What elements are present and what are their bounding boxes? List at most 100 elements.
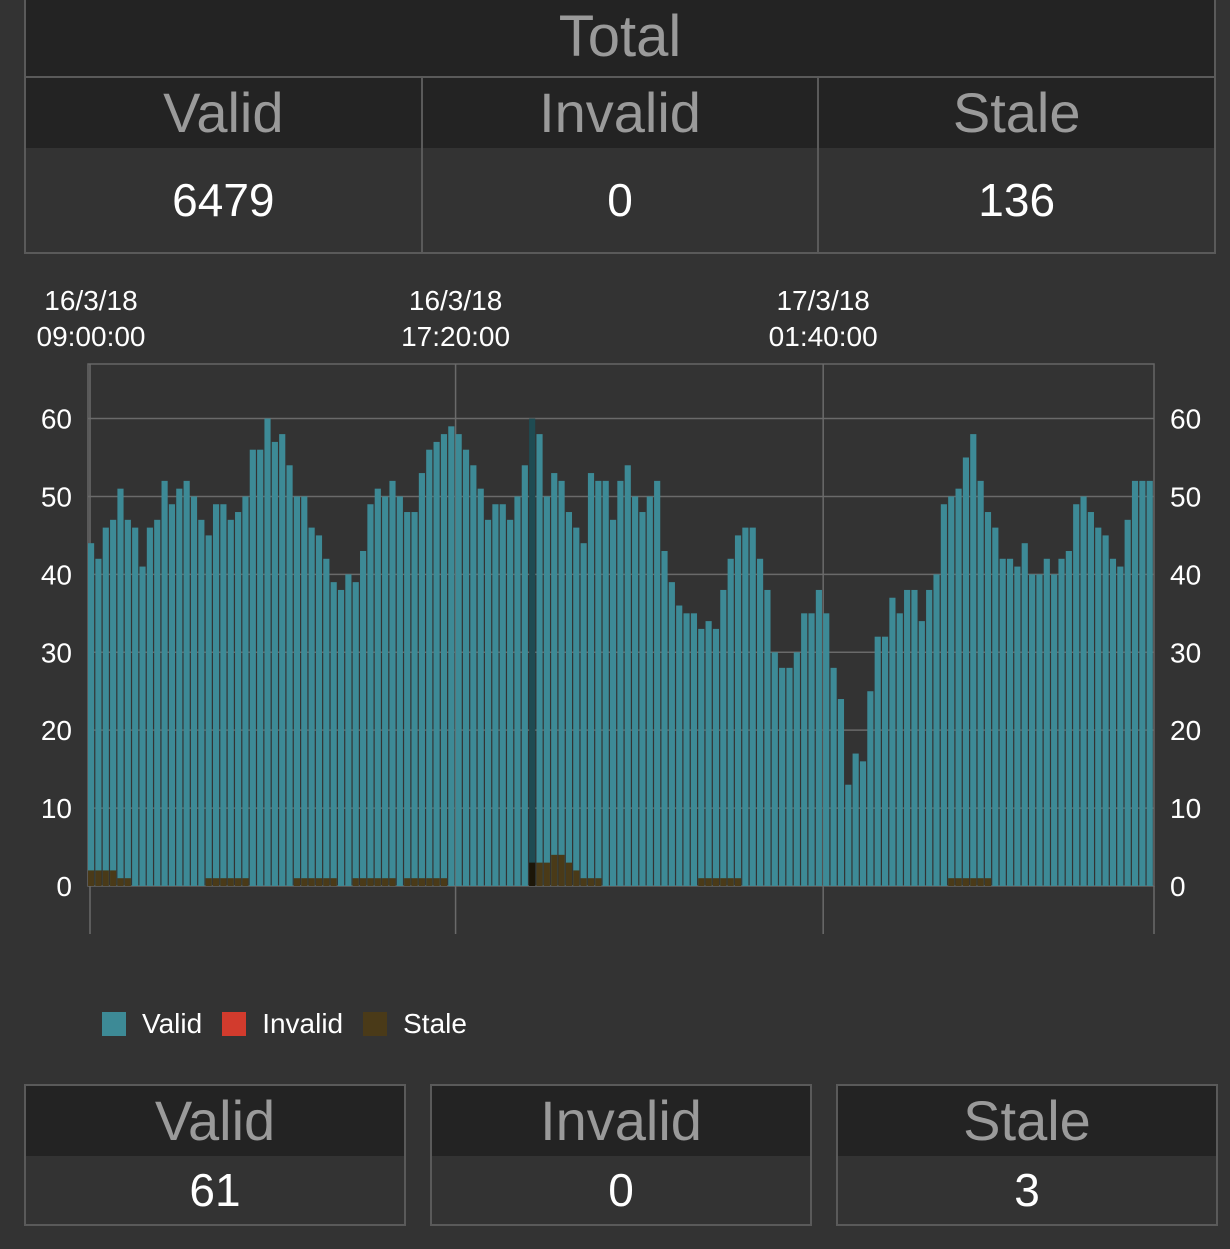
bar-valid — [426, 449, 433, 886]
bar-valid — [352, 582, 359, 886]
y-tick-label-left: 0 — [56, 871, 72, 902]
bar-stale — [705, 878, 712, 886]
y-tick-label-right: 0 — [1170, 871, 1186, 902]
bar-valid — [962, 457, 970, 886]
current-stale-label: Stale — [838, 1086, 1216, 1156]
bar-stale — [698, 878, 705, 886]
bar-valid — [470, 465, 477, 886]
chart-svg[interactable]: 0 0 10 10 20 20 30 30 40 40 50 50 60 60 16/3/18 09:00:0… — [0, 270, 1230, 960]
bar-valid — [102, 527, 109, 886]
bar-valid — [801, 613, 808, 886]
bar-stale — [227, 878, 234, 886]
bar-valid — [580, 543, 587, 886]
bar-stale — [212, 878, 220, 886]
bar-valid — [845, 784, 852, 886]
bar-stale — [558, 854, 565, 886]
bar-stale — [323, 878, 330, 886]
bar-valid — [1109, 558, 1117, 886]
bar-valid — [970, 434, 977, 886]
bar-valid — [793, 652, 800, 886]
shares-chart[interactable]: 0 0 10 10 20 20 30 30 40 40 50 50 60 60 16/3/18 09:00:0… — [0, 270, 1230, 960]
bar-valid — [1131, 480, 1139, 886]
bar-valid — [315, 535, 323, 886]
bar-valid — [1124, 519, 1131, 886]
bar-stale — [124, 878, 131, 886]
bar-valid — [992, 527, 999, 886]
bar-valid — [1080, 496, 1087, 886]
total-invalid-cell: Invalid 0 — [422, 78, 820, 254]
bar-stale — [962, 878, 970, 886]
legend-item-valid: Valid — [102, 1008, 202, 1040]
bar-valid — [507, 519, 514, 886]
bar-valid — [617, 480, 624, 886]
bar-stale — [948, 878, 955, 886]
bar-valid — [183, 480, 190, 886]
bar-stale — [418, 878, 425, 886]
bar-valid — [904, 589, 911, 886]
bar-valid — [712, 628, 720, 886]
legend-swatch-invalid — [222, 1012, 247, 1036]
bar-valid — [896, 613, 903, 886]
bar-valid — [455, 434, 462, 886]
bar-valid — [771, 652, 778, 886]
bar-valid — [1021, 543, 1028, 886]
bar-valid — [1139, 480, 1146, 886]
y-tick-label-left: 60 — [41, 404, 72, 435]
y-tick-label-left: 40 — [41, 559, 72, 590]
bar-valid — [279, 434, 286, 886]
bar-stale — [984, 878, 992, 886]
bar-stale — [330, 878, 337, 886]
bar-valid — [1006, 558, 1014, 886]
bar-valid — [918, 621, 925, 886]
bar-valid — [565, 512, 573, 886]
bar-valid — [720, 589, 727, 886]
bar-stale — [220, 878, 227, 886]
bar-valid — [382, 496, 389, 886]
bar-valid — [168, 504, 176, 886]
bar-valid — [257, 449, 264, 886]
bar-valid — [911, 589, 918, 886]
legend-item-stale: Stale — [363, 1008, 467, 1040]
bar-stale — [587, 878, 595, 886]
bar-valid — [1043, 558, 1050, 886]
bar-stale — [565, 862, 573, 886]
bar-valid — [330, 582, 337, 886]
bar-valid — [764, 589, 771, 886]
x-tick-label-time: 17:20:00 — [401, 321, 510, 352]
total-title: Total — [26, 0, 1214, 78]
bar-valid — [1029, 574, 1036, 886]
bar-valid — [676, 605, 683, 886]
bar-valid — [95, 558, 102, 886]
bar-valid — [1014, 566, 1021, 886]
bar-valid — [124, 519, 131, 886]
bar-stale — [95, 870, 102, 886]
bar-valid — [558, 480, 565, 886]
bar-valid — [404, 512, 411, 886]
current-stale-box: Stale 3 — [836, 1084, 1218, 1226]
bar-valid — [484, 519, 492, 886]
x-tick-label-date: 17/3/18 — [776, 285, 869, 316]
bar-valid — [411, 512, 418, 886]
bar-stale — [117, 878, 124, 886]
bar-stale — [205, 878, 212, 886]
bar-valid — [779, 667, 786, 886]
bar-stale — [360, 878, 367, 886]
bar-valid — [654, 480, 661, 886]
y-tick-label-right: 20 — [1170, 715, 1201, 746]
bar-stale — [433, 878, 440, 886]
bar-stale — [293, 878, 300, 886]
bar-valid — [595, 480, 602, 886]
bar-stale — [955, 878, 962, 886]
y-tick-label-right: 10 — [1170, 793, 1201, 824]
bar-valid — [551, 473, 558, 886]
x-tick-label-time: 09:00:00 — [37, 321, 146, 352]
bar-valid — [301, 496, 308, 886]
bar-valid — [161, 480, 168, 886]
bar-stale — [404, 878, 411, 886]
bar-stale — [551, 854, 558, 886]
bar-valid — [477, 488, 484, 886]
bar-valid — [146, 527, 153, 886]
y-tick-label-left: 30 — [41, 637, 72, 668]
total-stale-cell: Stale 136 — [819, 78, 1215, 254]
bar-stale — [595, 878, 602, 886]
